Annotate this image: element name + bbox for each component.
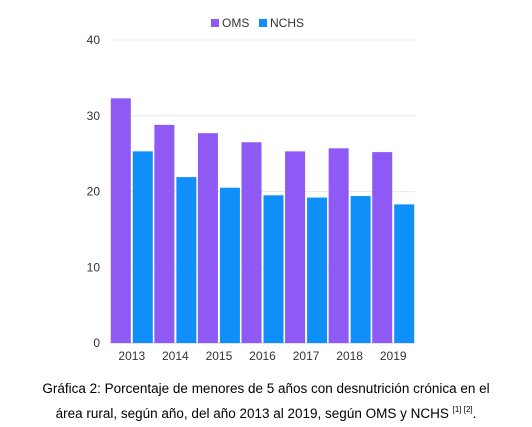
- bar-nchs-2015: [219, 187, 240, 343]
- chart-caption: Gráfica 2: Porcentaje de menores de 5 añ…: [0, 378, 532, 424]
- bars: [110, 98, 415, 343]
- y-tick-label: 40: [87, 33, 101, 47]
- x-tick-label: 2018: [336, 349, 363, 363]
- bar-oms-2016: [241, 142, 262, 343]
- x-tick-label: 2016: [249, 349, 276, 363]
- y-tick-label: 10: [87, 260, 101, 274]
- caption-line-1: Gráfica 2: Porcentaje de menores de 5 añ…: [42, 381, 490, 396]
- bar-nchs-2019: [394, 204, 415, 343]
- y-tick-label: 0: [93, 336, 100, 350]
- y-axis: 0 10 20 30 40: [87, 33, 101, 350]
- bar-oms-2014: [154, 124, 175, 343]
- bar-nchs-2013: [132, 151, 153, 343]
- x-tick-label: 2015: [206, 349, 233, 363]
- x-tick-label: 2013: [118, 349, 145, 363]
- x-tick-label: 2017: [293, 349, 320, 363]
- bar-nchs-2016: [263, 195, 284, 343]
- bar-nchs-2018: [350, 196, 371, 343]
- x-axis: 2013 2014 2015 2016 2017 2018 2019: [118, 349, 406, 363]
- legend-label-nchs: NCHS: [270, 16, 304, 30]
- bar-oms-2019: [372, 152, 393, 343]
- bar-nchs-2014: [176, 177, 197, 343]
- bar-oms-2015: [197, 133, 218, 343]
- caption-references: [1] [2]: [452, 405, 473, 414]
- caption-line-2-text: área rural, según año, del año 2013 al 2…: [55, 406, 449, 421]
- bar-oms-2018: [328, 148, 349, 343]
- x-tick-label: 2019: [380, 349, 407, 363]
- bar-oms-2017: [285, 151, 306, 343]
- legend: OMS NCHS: [211, 16, 304, 30]
- caption-end: .: [472, 406, 477, 421]
- legend-label-oms: OMS: [222, 16, 249, 30]
- legend-swatch-nchs: [259, 19, 267, 27]
- y-tick-label: 30: [87, 109, 101, 123]
- x-tick-label: 2014: [162, 349, 189, 363]
- caption-line-2: área rural, según año, del año 2013 al 2…: [0, 399, 532, 424]
- bar-nchs-2017: [307, 197, 328, 343]
- legend-swatch-oms: [211, 19, 219, 27]
- bar-oms-2013: [110, 98, 131, 343]
- y-tick-label: 20: [87, 185, 101, 199]
- bar-chart: 0 10 20 30 40 2013 2014 2015 2016 2017 2018 2019 O…: [87, 16, 415, 363]
